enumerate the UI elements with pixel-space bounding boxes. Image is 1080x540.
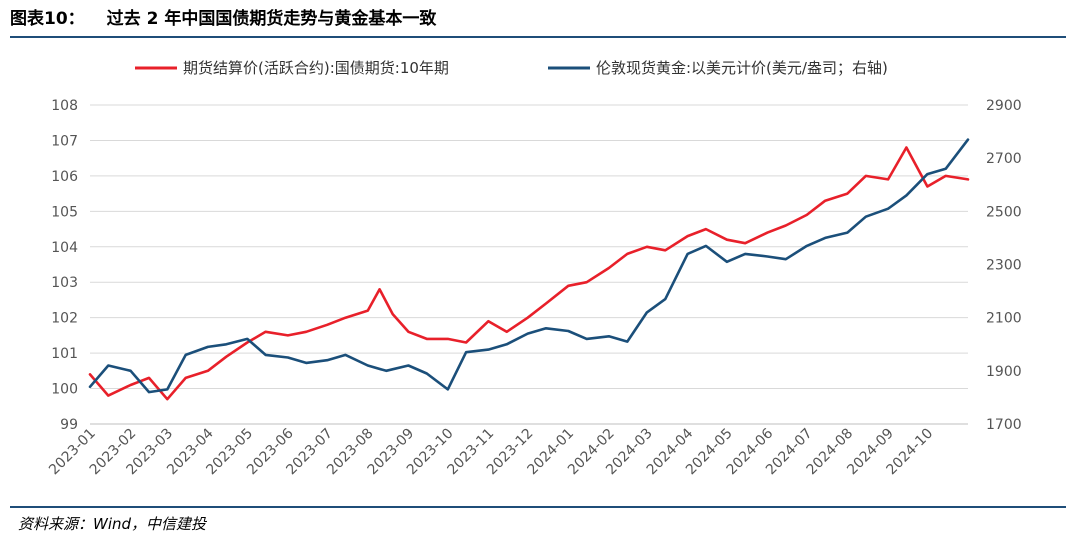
left-tick-label: 104 [51, 240, 78, 256]
x-axis-ticks: 2023-012023-022023-032023-042023-052023-… [46, 425, 936, 478]
grid-lines [90, 104, 968, 425]
legend-label-0: 期货结算价(活跃合约):国债期货:10年期 [183, 59, 449, 77]
series-lines [88, 138, 970, 401]
left-tick-label: 101 [51, 346, 78, 362]
bottom-rule [10, 506, 1066, 508]
left-tick-label: 102 [51, 311, 78, 327]
top-rule [10, 36, 1066, 38]
left-tick-label: 103 [51, 275, 78, 291]
figure-title-text: 过去 2 年中国国债期货走势与黄金基本一致 [106, 9, 437, 29]
left-tick-label: 105 [51, 204, 78, 220]
figure-number: 图表10： [10, 9, 85, 29]
source-note: 资料来源：Wind，中信建投 [18, 515, 207, 533]
right-tick-label: 2300 [986, 258, 1022, 274]
left-tick-label: 107 [51, 133, 78, 149]
legend-label-1: 伦敦现货黄金:以美元计价(美元/盎司；右轴) [596, 59, 888, 77]
right-tick-label: 2700 [986, 151, 1022, 167]
right-tick-label: 2900 [986, 98, 1022, 114]
right-tick-label: 1900 [986, 364, 1022, 380]
right-tick-label: 2500 [986, 204, 1022, 220]
right-axis-ticks: 1700 1900 2100 2300 2500 2700 2900 [986, 98, 1022, 433]
legend: 期货结算价(活跃合约):国债期货:10年期 伦敦现货黄金:以美元计价(美元/盎司；… [135, 59, 888, 77]
line-chart: 99 100 101 102 103 104 105 106 107 108 1700 1900 21… [46, 59, 1022, 478]
series-line-1 [88, 138, 970, 394]
left-axis-ticks: 99 100 101 102 103 104 105 106 107 108 [51, 98, 78, 433]
series-line-0 [88, 146, 970, 401]
left-tick-label: 106 [51, 169, 78, 185]
figure-title: 图表10： 过去 2 年中国国债期货走势与黄金基本一致 [10, 6, 436, 32]
right-tick-label: 2100 [986, 311, 1022, 327]
left-tick-label: 100 [51, 382, 78, 398]
left-tick-label: 99 [60, 417, 78, 433]
right-tick-label: 1700 [986, 417, 1022, 433]
left-tick-label: 108 [51, 98, 78, 114]
